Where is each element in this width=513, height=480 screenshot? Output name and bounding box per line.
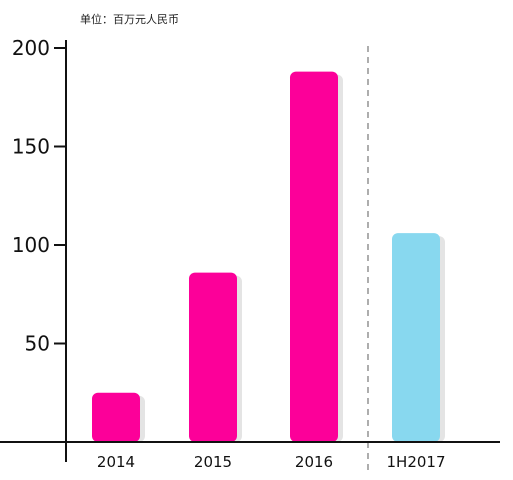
x-tick-label-1h2017: 1H2017 bbox=[387, 453, 446, 471]
y-tick-label-200: 200 bbox=[12, 36, 50, 60]
x-axis-labels: 2014 2015 2016 1H2017 bbox=[97, 453, 446, 471]
x-tick-label-2015: 2015 bbox=[194, 453, 232, 471]
unit-label: 单位：百万元人民币 bbox=[80, 12, 179, 26]
bar-2014 bbox=[92, 392, 140, 442]
bar-1h2017 bbox=[392, 233, 440, 442]
y-tick-label-150: 150 bbox=[12, 135, 50, 159]
bar-2016 bbox=[290, 71, 338, 442]
x-tick-label-2014: 2014 bbox=[97, 453, 135, 471]
y-tick-label-100: 100 bbox=[12, 233, 50, 257]
bar-2015 bbox=[189, 272, 237, 442]
x-tick-label-2016: 2016 bbox=[295, 453, 333, 471]
y-tick-label-50: 50 bbox=[25, 332, 50, 356]
bars-group bbox=[92, 71, 445, 442]
y-axis-ticks: 50 100 150 200 bbox=[12, 36, 66, 356]
